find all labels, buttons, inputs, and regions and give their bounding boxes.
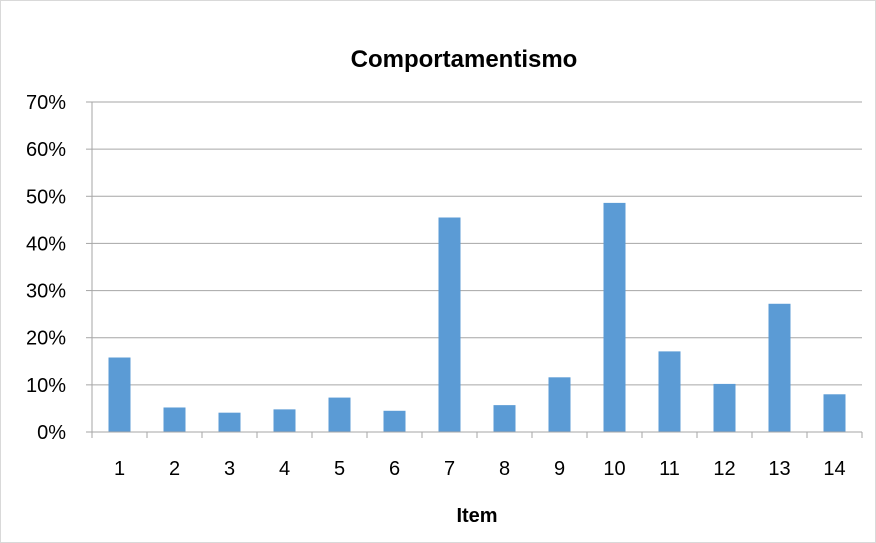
bar [603,202,626,432]
y-tick-label: 70% [26,92,66,114]
x-tick-label: 14 [823,458,845,480]
bar [493,405,516,432]
chart-title: Comportamentismo [351,46,578,73]
bar [823,394,846,432]
gridlines [92,101,862,386]
x-tick-label: 3 [224,458,235,480]
bars [108,202,846,432]
bar [548,377,571,432]
bar [328,397,351,432]
y-tick-label: 60% [26,139,66,161]
y-tick-label: 20% [26,328,66,350]
x-axis [91,431,863,438]
bar [438,217,461,432]
bar [383,410,406,432]
x-axis-label: Item [456,505,497,527]
bar [658,351,681,432]
bar [273,409,296,432]
y-tick-label: 30% [26,281,66,303]
x-tick-label: 10 [603,458,625,480]
x-tick-label: 11 [659,458,680,480]
x-tick-label: 6 [389,458,400,480]
x-tick-label: 1 [114,458,125,480]
bar [218,412,241,432]
x-tick-label: 4 [279,458,290,480]
x-axis-ticks: 1 2 3 4 5 6 7 8 9 10 11 12 13 14 [114,458,846,480]
y-tick-label: 40% [26,233,66,255]
x-tick-label: 8 [499,458,510,480]
x-tick-label: 13 [768,458,790,480]
x-tick-label: 2 [169,458,180,480]
y-tick-label: 50% [26,186,66,208]
bar [713,383,736,432]
x-tick-label: 9 [554,458,565,480]
x-tick-label: 5 [334,458,345,480]
x-tick-label: 12 [713,458,735,480]
y-axis-ticks: 0% 10% 20% 30% 40% 50% 60% 70% [26,92,93,444]
bar [768,303,791,432]
y-tick-label: 0% [37,422,66,444]
bar [108,357,131,432]
bar [163,407,186,432]
x-tick-label: 7 [444,458,455,480]
y-tick-label: 10% [26,375,66,397]
